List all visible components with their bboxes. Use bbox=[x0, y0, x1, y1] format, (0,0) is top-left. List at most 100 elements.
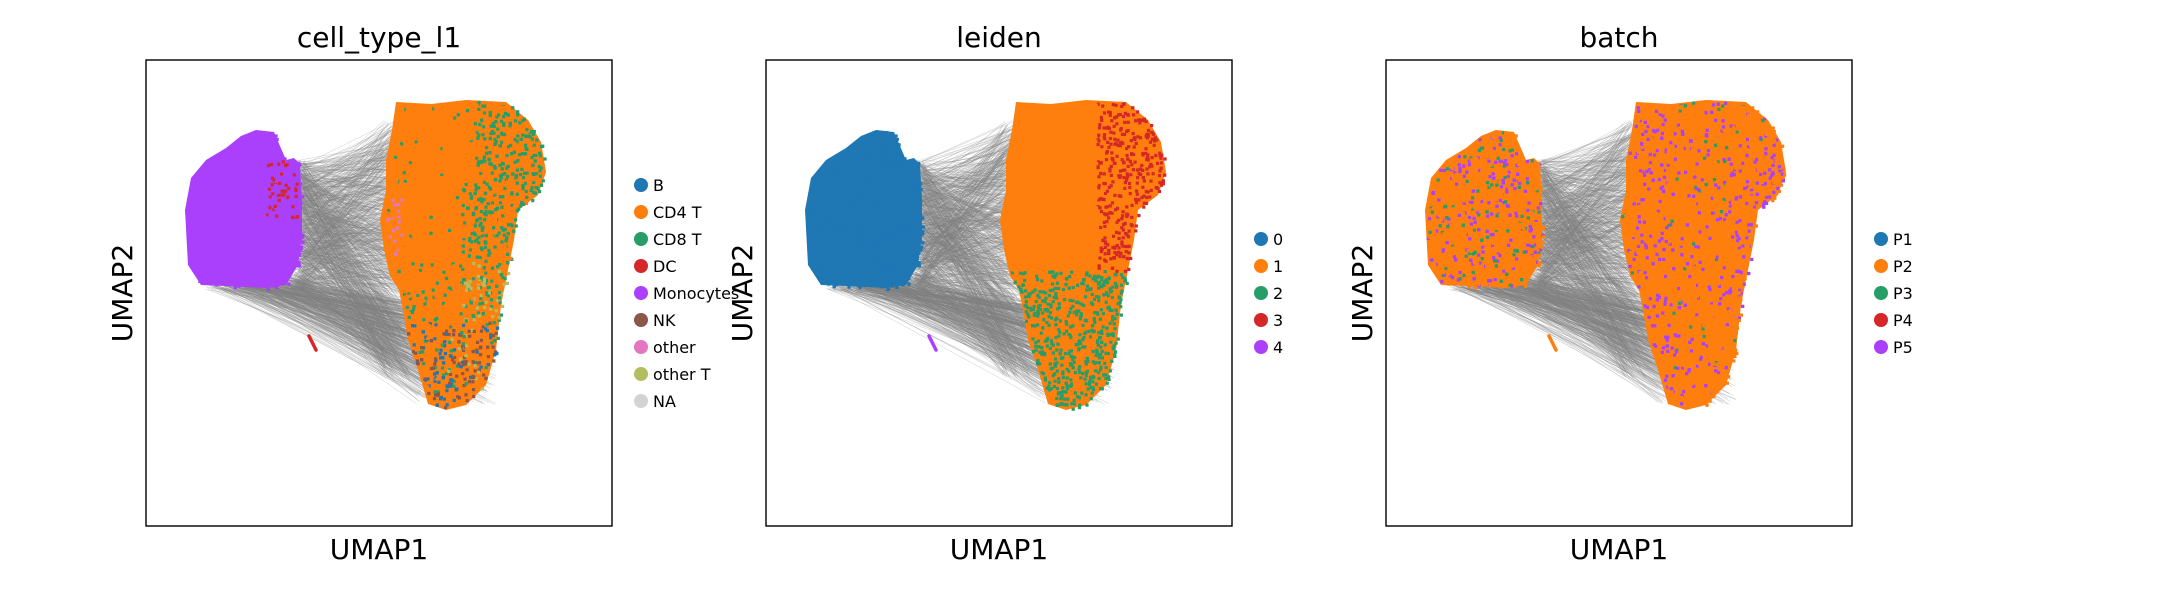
data-point bbox=[407, 192, 411, 196]
data-point bbox=[1113, 116, 1117, 120]
data-point bbox=[1118, 144, 1122, 148]
data-point bbox=[1086, 120, 1091, 124]
data-point bbox=[256, 252, 260, 256]
data-point bbox=[1053, 364, 1057, 368]
data-point bbox=[914, 218, 918, 222]
data-point bbox=[1027, 257, 1031, 261]
data-point bbox=[217, 194, 222, 198]
data-point bbox=[405, 192, 409, 196]
data-point bbox=[1033, 130, 1037, 134]
data-point bbox=[1011, 142, 1016, 146]
data-point bbox=[423, 339, 427, 343]
data-point bbox=[1042, 372, 1046, 376]
data-point bbox=[232, 216, 236, 220]
data-point bbox=[1088, 274, 1092, 278]
data-point bbox=[458, 125, 462, 129]
data-point bbox=[1062, 152, 1066, 156]
data-point bbox=[887, 281, 892, 286]
data-point bbox=[407, 292, 411, 296]
data-point bbox=[1111, 103, 1115, 107]
data-point bbox=[245, 210, 249, 214]
data-point bbox=[841, 152, 845, 156]
data-point bbox=[287, 186, 291, 190]
data-point bbox=[261, 161, 265, 165]
data-point bbox=[433, 333, 437, 337]
data-point bbox=[1053, 275, 1057, 280]
data-point bbox=[1120, 104, 1124, 108]
data-point bbox=[1087, 380, 1092, 384]
data-point bbox=[1104, 158, 1109, 162]
data-point bbox=[873, 260, 877, 264]
data-point bbox=[462, 103, 466, 107]
data-point bbox=[1150, 156, 1154, 160]
data-point bbox=[1058, 397, 1063, 401]
data-point bbox=[1072, 360, 1076, 364]
data-point bbox=[442, 146, 446, 151]
data-point bbox=[878, 238, 883, 242]
data-point bbox=[1077, 367, 1081, 372]
data-point bbox=[479, 345, 483, 349]
data-point bbox=[1123, 277, 1127, 281]
data-point bbox=[1006, 218, 1010, 222]
data-point bbox=[1065, 132, 1069, 136]
data-point bbox=[895, 153, 900, 157]
data-point bbox=[1082, 303, 1086, 307]
data-point bbox=[441, 356, 445, 360]
data-point bbox=[1141, 119, 1145, 123]
data-point bbox=[432, 107, 436, 111]
data-point bbox=[1102, 111, 1107, 115]
data-point bbox=[1043, 201, 1047, 205]
data-point bbox=[1096, 353, 1100, 357]
data-point bbox=[483, 137, 487, 141]
data-point bbox=[1030, 205, 1034, 209]
data-point bbox=[258, 198, 262, 203]
data-point bbox=[261, 251, 265, 256]
data-point bbox=[1148, 140, 1152, 144]
data-point bbox=[1051, 128, 1055, 132]
data-point bbox=[1051, 300, 1055, 304]
data-point bbox=[462, 348, 466, 352]
data-point bbox=[449, 206, 453, 210]
data-point bbox=[485, 151, 489, 155]
data-point bbox=[483, 212, 487, 216]
data-point bbox=[1108, 113, 1112, 117]
data-point bbox=[252, 146, 256, 150]
data-point bbox=[433, 275, 437, 280]
data-point bbox=[267, 175, 271, 180]
data-point bbox=[195, 229, 199, 233]
data-point bbox=[840, 277, 844, 281]
data-point bbox=[452, 264, 456, 268]
data-point bbox=[1071, 285, 1075, 290]
data-point bbox=[1077, 347, 1081, 351]
data-point bbox=[1047, 150, 1051, 154]
data-point bbox=[394, 124, 398, 129]
data-point bbox=[285, 160, 289, 164]
data-point bbox=[455, 364, 459, 368]
data-point bbox=[458, 137, 462, 141]
data-point bbox=[433, 337, 437, 341]
data-point bbox=[203, 275, 207, 279]
data-point bbox=[816, 215, 820, 219]
data-point bbox=[920, 245, 924, 249]
data-point bbox=[514, 201, 519, 205]
data-point bbox=[1103, 343, 1107, 347]
data-point bbox=[495, 206, 500, 210]
data-point bbox=[1123, 181, 1127, 185]
data-point bbox=[1044, 339, 1049, 343]
data-point bbox=[1075, 188, 1079, 192]
data-point bbox=[426, 385, 430, 389]
data-point bbox=[831, 220, 835, 224]
data-point bbox=[454, 198, 458, 202]
data-point bbox=[1040, 163, 1044, 167]
data-point bbox=[1054, 146, 1058, 150]
data-point bbox=[219, 264, 223, 268]
data-point bbox=[428, 242, 432, 246]
data-point bbox=[407, 201, 411, 205]
data-point bbox=[1094, 382, 1099, 386]
data-point bbox=[1149, 179, 1153, 183]
data-point bbox=[297, 251, 301, 255]
data-point bbox=[858, 162, 862, 166]
data-point bbox=[1097, 376, 1101, 381]
data-point bbox=[437, 364, 441, 368]
data-point bbox=[486, 306, 490, 311]
